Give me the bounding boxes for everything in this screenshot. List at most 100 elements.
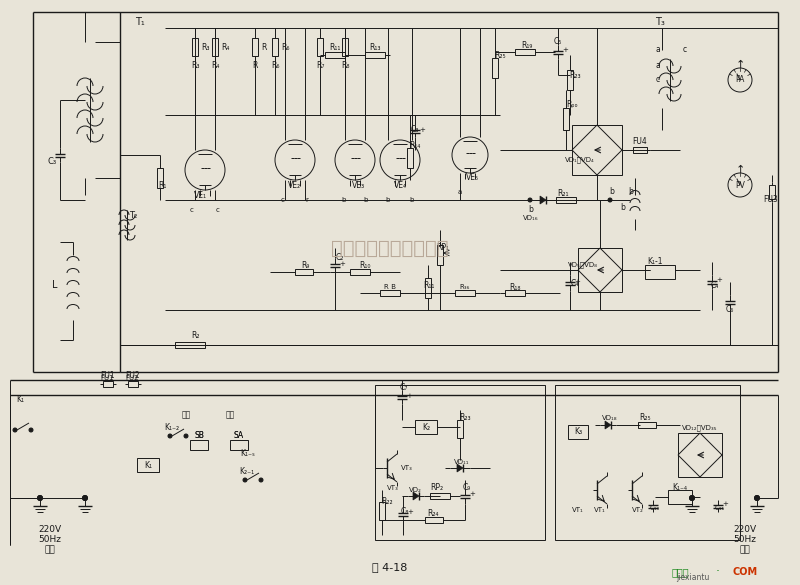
Text: R₃: R₃ <box>201 43 210 51</box>
Circle shape <box>754 495 759 501</box>
Text: R₁₀: R₁₀ <box>359 260 370 270</box>
Bar <box>457 420 463 438</box>
Bar <box>572 125 622 175</box>
Text: R_B: R_B <box>383 284 397 290</box>
Bar <box>578 248 622 292</box>
Text: C₇: C₇ <box>400 384 408 393</box>
Text: VE₄: VE₄ <box>394 181 406 190</box>
Text: VE₃: VE₃ <box>351 181 365 190</box>
Bar <box>515 49 535 55</box>
Text: b: b <box>342 197 346 203</box>
Bar <box>633 147 647 153</box>
Text: a: a <box>655 60 660 70</box>
Circle shape <box>754 495 759 501</box>
Polygon shape <box>605 421 611 429</box>
Text: COM: COM <box>733 567 758 577</box>
Text: ·: · <box>716 566 720 579</box>
Text: a: a <box>458 189 462 195</box>
Text: a: a <box>655 46 660 54</box>
Bar <box>380 290 400 296</box>
Circle shape <box>38 495 42 501</box>
Text: 杭州将客科技有限公司: 杭州将客科技有限公司 <box>331 239 449 257</box>
Text: FU2: FU2 <box>126 371 140 380</box>
Text: K₁₋₄: K₁₋₄ <box>673 483 687 493</box>
Text: b: b <box>364 197 368 203</box>
Text: C₄: C₄ <box>571 278 579 287</box>
Bar <box>175 342 205 348</box>
Text: R₂: R₂ <box>190 331 199 339</box>
Circle shape <box>528 198 532 202</box>
Text: ↑: ↑ <box>735 165 745 175</box>
Circle shape <box>184 434 188 438</box>
Text: VT₃: VT₃ <box>401 465 413 471</box>
Text: 220V: 220V <box>38 525 62 535</box>
Text: C₃: C₃ <box>411 126 419 135</box>
Bar <box>252 38 258 56</box>
Polygon shape <box>540 196 546 204</box>
Text: 220V: 220V <box>734 525 757 535</box>
Text: R₃₆: R₃₆ <box>460 284 470 290</box>
Text: K₁: K₁ <box>16 395 24 404</box>
Text: PA: PA <box>735 75 745 84</box>
Bar <box>678 433 722 477</box>
Bar <box>379 502 385 520</box>
Text: C₁₀: C₁₀ <box>650 505 660 511</box>
Bar <box>556 197 576 203</box>
Text: 50Hz: 50Hz <box>38 535 62 545</box>
Text: Rₚₒ: Rₚₒ <box>566 101 578 109</box>
Text: T₃: T₃ <box>655 17 665 27</box>
Text: R₁₉: R₁₉ <box>522 40 533 50</box>
Text: R: R <box>261 43 266 51</box>
Text: c: c <box>281 197 285 203</box>
Polygon shape <box>413 492 419 500</box>
Text: +: + <box>339 260 345 267</box>
Bar <box>407 148 413 168</box>
Text: K₁₋ₛ: K₁₋ₛ <box>241 449 255 457</box>
Text: VT₁: VT₁ <box>572 507 584 513</box>
Text: R: R <box>252 60 258 70</box>
Circle shape <box>690 495 694 501</box>
Text: VE₂: VE₂ <box>289 181 302 190</box>
Text: c: c <box>683 46 687 54</box>
Text: PV: PV <box>735 181 745 190</box>
Text: 停机: 停机 <box>182 411 190 419</box>
Text: SA: SA <box>234 431 244 439</box>
Text: C₁₁: C₁₁ <box>715 505 725 511</box>
Text: VT₂: VT₂ <box>632 507 644 513</box>
Bar <box>505 290 525 296</box>
Text: FU1: FU1 <box>100 375 114 381</box>
Text: VE₅: VE₅ <box>466 174 478 183</box>
Text: R₈: R₈ <box>341 60 350 70</box>
Text: VD₁₂～VD₃₅: VD₁₂～VD₃₅ <box>682 425 718 431</box>
Bar <box>230 440 248 450</box>
Text: 接线图: 接线图 <box>671 567 689 577</box>
Bar <box>425 517 443 523</box>
Text: b: b <box>410 197 414 203</box>
Text: 50Hz: 50Hz <box>734 535 757 545</box>
Text: RP₂: RP₂ <box>430 483 443 493</box>
Text: c: c <box>190 207 194 213</box>
Text: +: + <box>574 278 580 284</box>
Text: VD₁₁: VD₁₁ <box>454 459 470 465</box>
Text: C₄: C₄ <box>711 280 719 290</box>
Text: R₂₂: R₂₂ <box>381 497 393 507</box>
Text: K₁-1: K₁-1 <box>647 257 662 267</box>
Text: FU4: FU4 <box>633 137 647 146</box>
Circle shape <box>82 495 87 501</box>
Text: RP₁: RP₁ <box>437 243 450 253</box>
Text: VD₅～VD₈: VD₅～VD₈ <box>568 261 598 269</box>
Text: 启动: 启动 <box>226 411 234 419</box>
Text: R₁₄: R₁₄ <box>410 140 421 150</box>
Text: K₁₋₂: K₁₋₂ <box>165 424 179 432</box>
Text: b: b <box>620 204 625 212</box>
Bar <box>645 265 675 279</box>
Bar <box>295 269 313 275</box>
Text: FU3: FU3 <box>763 195 778 205</box>
Text: K₃: K₃ <box>574 428 582 436</box>
Bar <box>365 52 385 58</box>
Bar <box>555 385 740 540</box>
Text: L: L <box>52 280 58 290</box>
Text: VE₁: VE₁ <box>194 191 206 199</box>
Text: VD₁～VD₄: VD₁～VD₄ <box>565 157 594 163</box>
Text: K₁: K₁ <box>144 460 152 470</box>
